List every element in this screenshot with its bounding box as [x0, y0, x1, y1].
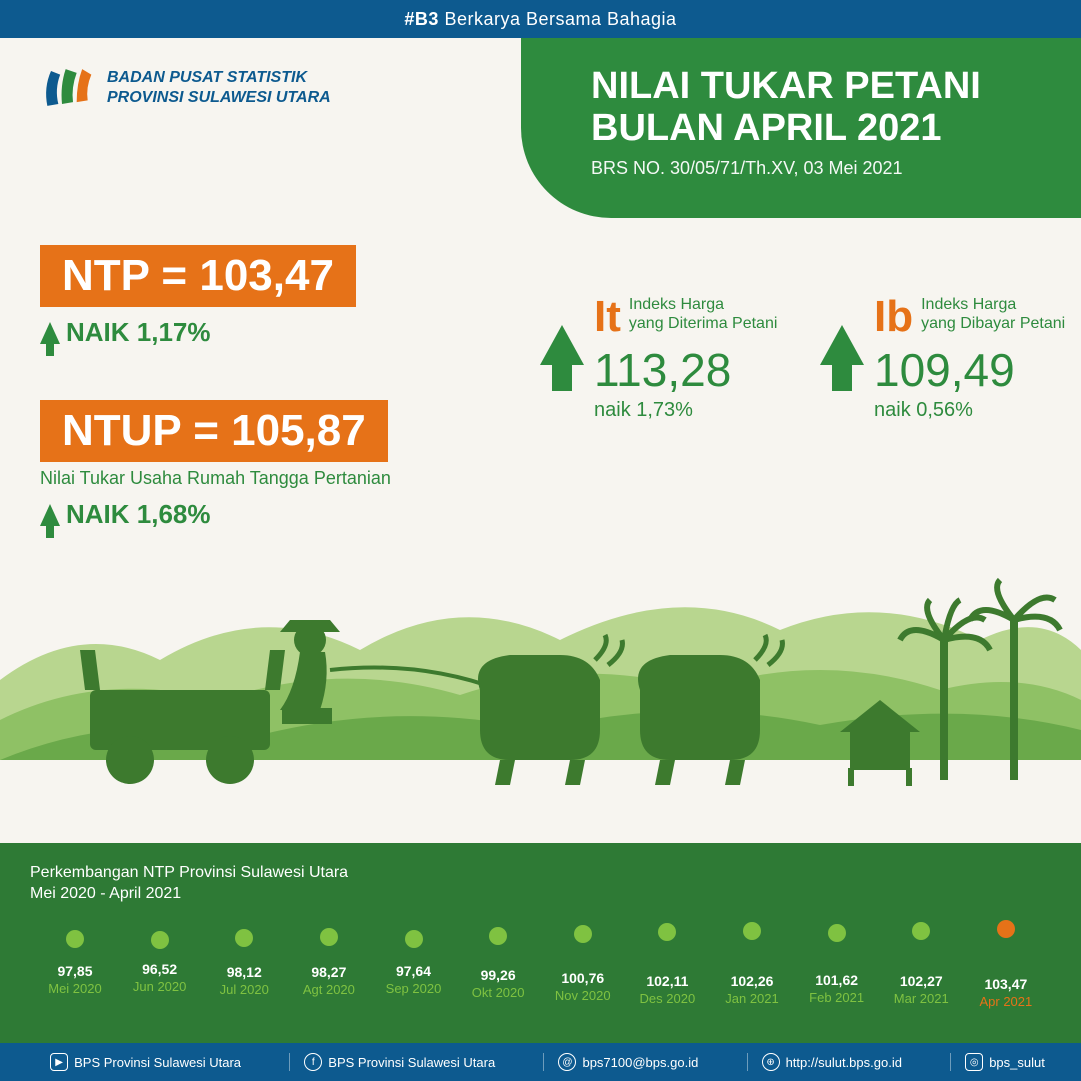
- arrow-up-icon: [540, 325, 584, 365]
- data-point: 98,12 Jul 2020: [205, 929, 283, 1027]
- dot-icon: [743, 922, 761, 940]
- dot-icon: [235, 929, 253, 947]
- ntp-change: NAIK 1,17%: [40, 317, 356, 348]
- trend-dots: 97,85 Mei 2020 96,52 Jun 2020 98,12 Jul …: [30, 917, 1051, 1027]
- ib-code: Ib: [874, 295, 913, 339]
- dot-icon: [66, 930, 84, 948]
- email-icon: @: [558, 1053, 576, 1071]
- title-line1: NILAI TUKAR PETANI: [591, 66, 1041, 108]
- dot-icon: [489, 927, 507, 945]
- arrow-up-icon: [40, 504, 60, 526]
- title-sub: BRS NO. 30/05/71/Th.XV, 03 Mei 2021: [591, 158, 1041, 179]
- data-point: 96,52 Jun 2020: [121, 931, 199, 1027]
- arrow-up-icon: [820, 325, 864, 365]
- strip-title: Perkembangan NTP Provinsi Sulawesi Utara…: [30, 863, 1051, 905]
- ib-value: 109,49: [874, 343, 1065, 397]
- data-point: 102,11 Des 2020: [628, 923, 706, 1027]
- title-line2: BULAN APRIL 2021: [591, 108, 1041, 150]
- arrow-up-icon: [40, 322, 60, 344]
- title-panel: NILAI TUKAR PETANI BULAN APRIL 2021 BRS …: [521, 38, 1081, 218]
- footer-facebook: fBPS Provinsi Sulawesi Utara: [289, 1053, 495, 1071]
- youtube-icon: ▶: [50, 1053, 68, 1071]
- footer: ▶BPS Provinsi Sulawesi Utara fBPS Provin…: [0, 1043, 1081, 1081]
- footer-youtube: ▶BPS Provinsi Sulawesi Utara: [36, 1053, 241, 1071]
- data-point: 102,27 Mar 2021: [882, 922, 960, 1026]
- data-point: 98,27 Agt 2020: [290, 928, 368, 1026]
- dot-icon: [997, 920, 1015, 938]
- dot-icon: [151, 931, 169, 949]
- dot-icon: [912, 922, 930, 940]
- ntp-block: NTP = 103,47 NAIK 1,17%: [40, 245, 356, 348]
- hashtag: #B3: [404, 9, 439, 29]
- it-block: It Indeks Harga yang Diterima Petani 113…: [540, 295, 777, 422]
- slogan: Berkarya Bersama Bahagia: [444, 9, 676, 29]
- data-point: 101,62 Feb 2021: [798, 924, 876, 1027]
- top-bar: #B3 Berkarya Bersama Bahagia: [0, 0, 1081, 38]
- ib-change: naik 0,56%: [874, 399, 1065, 422]
- data-point: 97,85 Mei 2020: [36, 930, 114, 1027]
- footer-web: ⊕http://sulut.bps.go.id: [747, 1053, 902, 1071]
- farmer-silhouette-icon: [0, 560, 1081, 800]
- data-strip: Perkembangan NTP Provinsi Sulawesi Utara…: [0, 843, 1081, 1043]
- bps-logo-icon: [40, 60, 95, 115]
- instagram-icon: ◎: [965, 1053, 983, 1071]
- footer-email: @bps7100@bps.go.id: [543, 1053, 698, 1071]
- it-value: 113,28: [594, 343, 777, 397]
- data-point: 100,76 Nov 2020: [544, 925, 622, 1027]
- ntup-desc: Nilai Tukar Usaha Rumah Tangga Pertanian: [40, 468, 391, 489]
- ntup-change: NAIK 1,68%: [40, 499, 391, 530]
- data-point: 97,64 Sep 2020: [375, 930, 453, 1027]
- dot-icon: [828, 924, 846, 942]
- data-point: 99,26 Okt 2020: [459, 927, 537, 1027]
- facebook-icon: f: [304, 1053, 322, 1071]
- globe-icon: ⊕: [762, 1053, 780, 1071]
- dot-icon: [405, 930, 423, 948]
- it-code: It: [594, 295, 621, 339]
- data-point: 103,47 Apr 2021: [967, 920, 1045, 1026]
- dot-icon: [658, 923, 676, 941]
- it-change: naik 1,73%: [594, 399, 777, 422]
- ib-block: Ib Indeks Harga yang Dibayar Petani 109,…: [820, 295, 1065, 422]
- ntup-badge: NTUP = 105,87: [40, 400, 388, 462]
- ntp-badge: NTP = 103,47: [40, 245, 356, 307]
- dot-icon: [320, 928, 338, 946]
- data-point: 102,26 Jan 2021: [713, 922, 791, 1026]
- footer-instagram: ◎bps_sulut: [950, 1053, 1045, 1071]
- logo: BADAN PUSAT STATISTIK PROVINSI SULAWESI …: [40, 60, 331, 115]
- logo-text: BADAN PUSAT STATISTIK PROVINSI SULAWESI …: [107, 68, 331, 106]
- ntup-block: NTUP = 105,87 Nilai Tukar Usaha Rumah Ta…: [40, 400, 391, 530]
- dot-icon: [574, 925, 592, 943]
